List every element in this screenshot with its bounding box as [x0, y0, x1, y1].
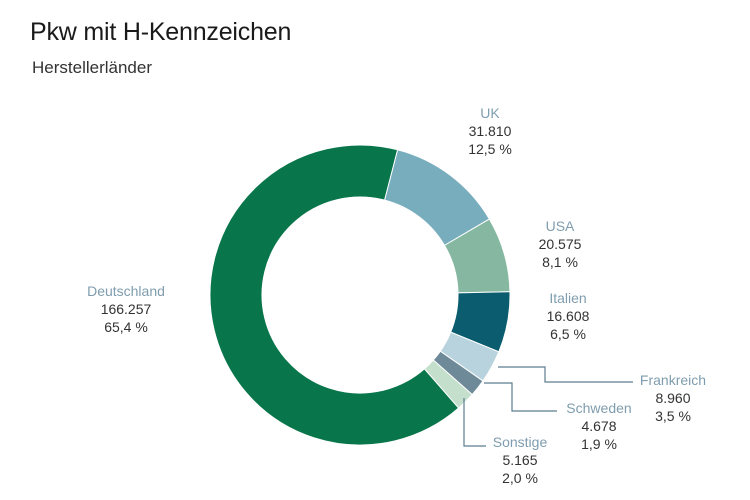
- label-schweden-name: Schweden: [566, 400, 631, 416]
- label-uk-value: 31.810: [469, 123, 512, 139]
- label-usa-percent: 8,1 %: [542, 254, 578, 270]
- donut-slices: [209, 144, 511, 446]
- label-uk-name: UK: [480, 105, 500, 121]
- label-uk-percent: 12,5 %: [468, 141, 512, 157]
- label-usa-value: 20.575: [539, 236, 582, 252]
- label-sonstige-name: Sonstige: [493, 434, 548, 450]
- leader-frankreich: [498, 366, 633, 383]
- label-frankreich-name: Frankreich: [640, 372, 706, 388]
- leader-lines: [463, 366, 633, 447]
- leader-sonstige: [463, 398, 486, 447]
- label-schweden-value: 4.678: [581, 418, 616, 434]
- label-sonstige-value: 5.165: [502, 452, 537, 468]
- label-sonstige-percent: 2,0 %: [502, 470, 538, 486]
- leader-schweden: [484, 382, 557, 412]
- label-deutschland-percent: 65,4 %: [104, 319, 148, 335]
- label-deutschland-value: 166.257: [101, 301, 152, 317]
- chart-subtitle: Herstellerländer: [32, 58, 152, 77]
- label-schweden-percent: 1,9 %: [581, 436, 617, 452]
- label-deutschland-name: Deutschland: [87, 283, 165, 299]
- label-frankreich-value: 8.960: [655, 390, 690, 406]
- label-italien-percent: 6,5 %: [550, 326, 586, 342]
- slice-labels: UK 31.810 12,5 % USA 20.575 8,1 % Italien 16.60…: [87, 105, 706, 486]
- label-frankreich-percent: 3,5 %: [655, 408, 691, 424]
- slice-deutschland: [209, 144, 460, 446]
- chart-title: Pkw mit H-Kennzeichen: [30, 18, 292, 46]
- label-italien-value: 16.608: [547, 308, 590, 324]
- label-usa-name: USA: [546, 218, 575, 234]
- label-italien-name: Italien: [549, 290, 586, 306]
